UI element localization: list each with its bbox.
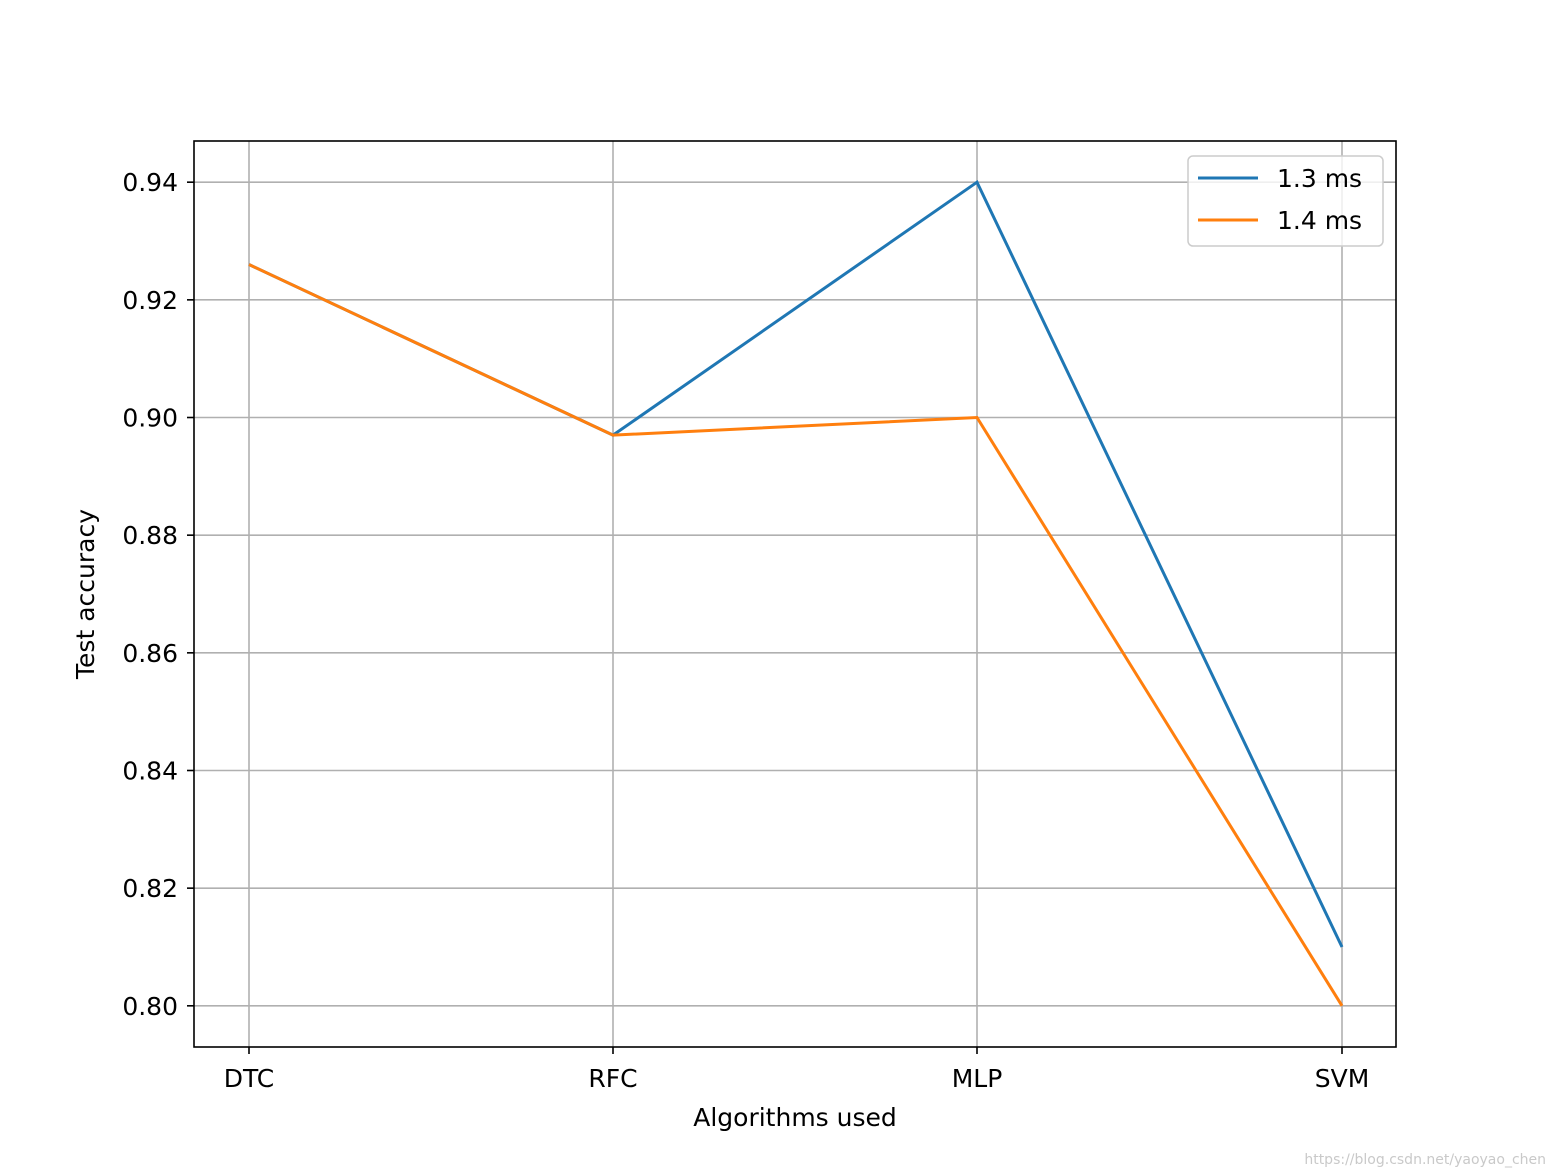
- x-tick-label: DTC: [224, 1064, 275, 1093]
- grid-lines: [194, 141, 1396, 1047]
- y-tick-label: 0.94: [122, 168, 178, 197]
- watermark-text: https://blog.csdn.net/yaoyao_chen: [1304, 1152, 1546, 1168]
- y-axis-ticks: 0.80 0.82 0.84 0.86 0.88 0.90 0.92 0.94: [122, 168, 194, 1021]
- plot-frame: [193, 140, 1397, 1048]
- x-axis-ticks: DTC RFC MLP SVM: [224, 1047, 1370, 1093]
- x-tick-label: MLP: [952, 1064, 1003, 1093]
- legend-label-series-2: 1.4 ms: [1277, 206, 1362, 235]
- legend: 1.3 ms 1.4 ms: [1187, 155, 1384, 247]
- series-line-2: [248, 263, 1344, 1007]
- x-tick-label: RFC: [588, 1064, 637, 1093]
- x-tick-label: SVM: [1315, 1064, 1370, 1093]
- legend-label-series-1: 1.3 ms: [1277, 164, 1362, 193]
- series-layer: [248, 179, 1344, 1007]
- y-tick-label: 0.82: [122, 874, 178, 903]
- y-tick-label: 0.84: [122, 756, 178, 785]
- y-tick-label: 0.86: [122, 639, 178, 668]
- y-tick-label: 0.80: [122, 992, 178, 1021]
- y-tick-label: 0.92: [122, 286, 178, 315]
- y-tick-label: 0.90: [122, 404, 178, 433]
- x-axis-label: Algorithms used: [693, 1103, 897, 1132]
- y-axis-label: Test accuracy: [71, 509, 100, 680]
- series-line-1: [248, 179, 1344, 948]
- y-tick-label: 0.88: [122, 521, 178, 550]
